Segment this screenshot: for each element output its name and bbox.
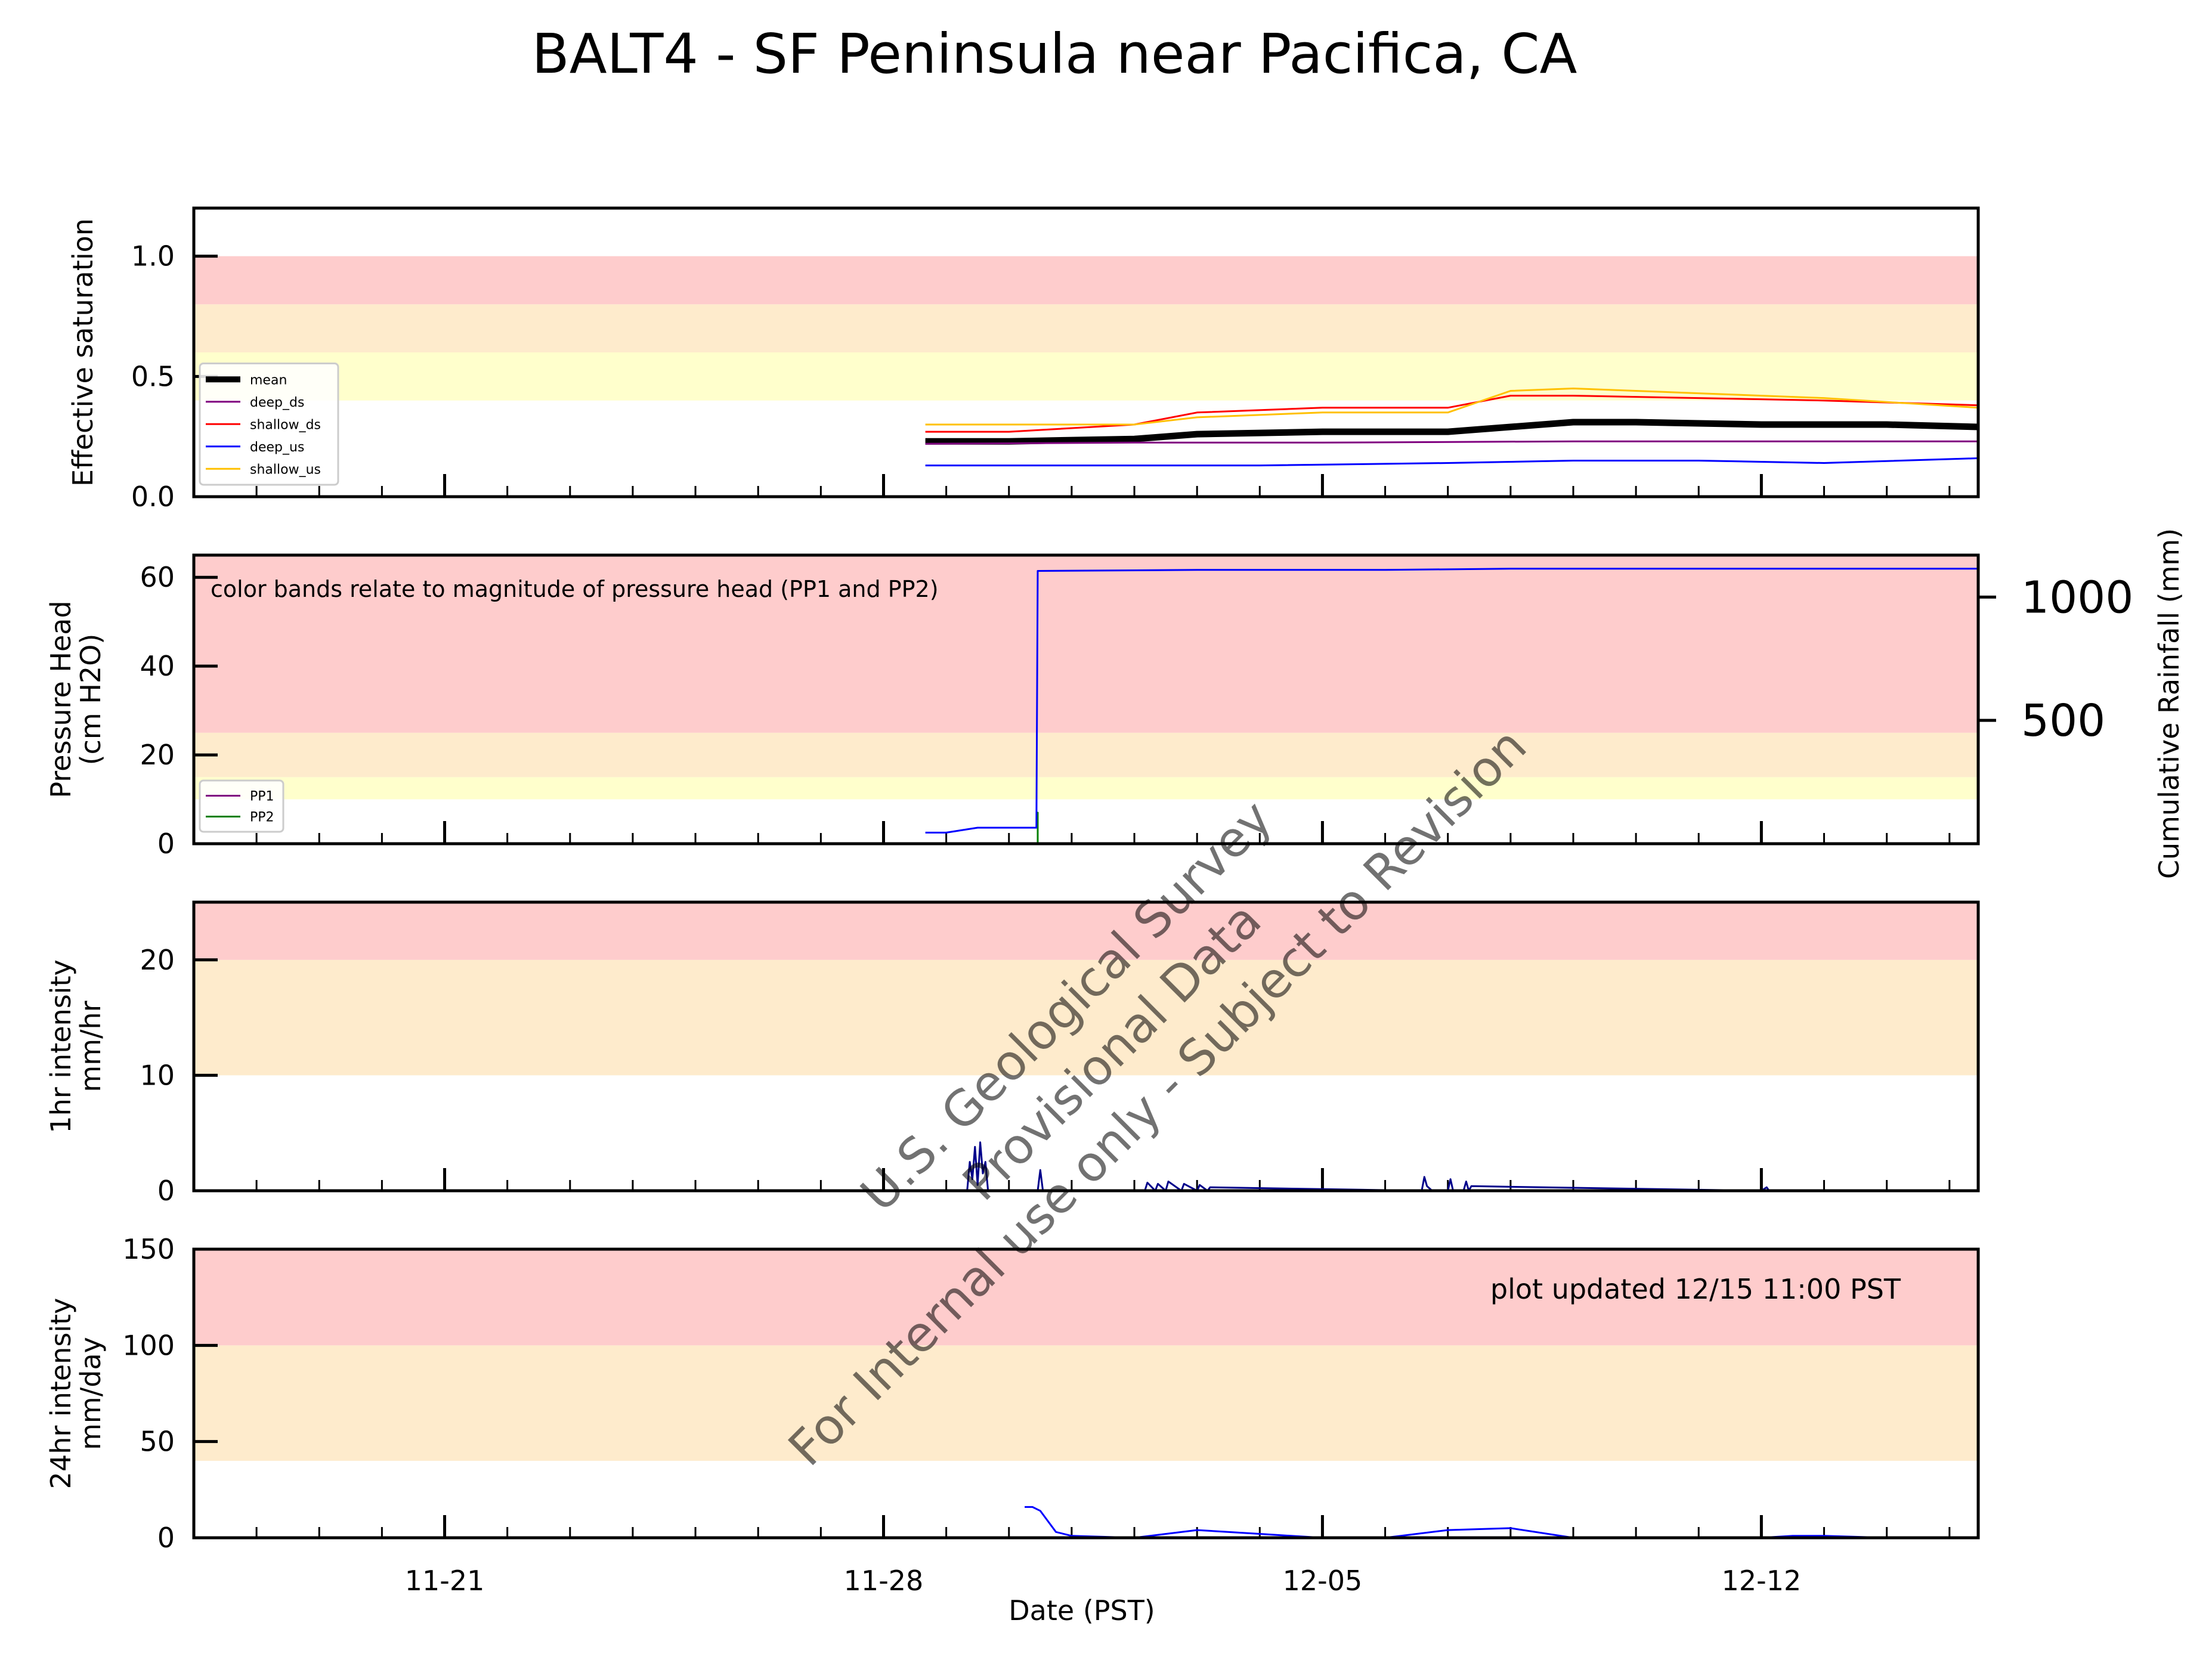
legend-box <box>199 363 339 486</box>
band-24hr-1 <box>194 1249 1978 1346</box>
panel-frame-24hr <box>192 1247 1980 1540</box>
y-tick-label-saturation: 1.0 <box>131 240 175 272</box>
band-pressure-2 <box>194 555 1978 733</box>
series-line-shallow-ds <box>925 395 1978 433</box>
y2-tick-label: 500 <box>2021 695 2105 747</box>
x-axis-label: Date (PST) <box>1008 1594 1155 1627</box>
y-tick-label-saturation: 0.5 <box>131 360 175 392</box>
x-tick-label: 12-05 <box>1283 1565 1363 1597</box>
legend-label-pp1: PP1 <box>250 789 274 804</box>
legend-saturation: mean deep_ds shallow_ds deep_us shallow_us <box>199 363 339 486</box>
panel-frame-pressure <box>192 553 1980 846</box>
series-line-deep-us <box>925 457 1978 467</box>
y-axis-label-1hr: mm/hr <box>75 1001 107 1092</box>
chart-title: BALT4 - SF Peninsula near Pacifica, CA <box>532 22 1577 86</box>
x-tick-label: 11-21 <box>405 1565 485 1597</box>
panel-saturation: 0.0 0.5 1.0 Effective saturation mean deep_ds… <box>67 206 1980 513</box>
legend-label-mean: mean <box>250 373 287 388</box>
legend-label-shallow_us: shallow_us <box>250 462 321 477</box>
y-tick-label-1hr: 0 <box>157 1175 175 1207</box>
series-line-deep-ds <box>925 440 1978 445</box>
y-tick-label-24hr: 0 <box>157 1522 175 1554</box>
y-tick-label-24hr: 100 <box>122 1329 175 1361</box>
y2-tick-label: 1000 <box>2021 572 2133 623</box>
series-line-cumulative-rainfall-mm- <box>925 568 1978 834</box>
band-saturation-1 <box>194 304 1978 352</box>
series-group-24hr <box>1025 1506 1978 1538</box>
y-axis-label-saturation: Effective saturation <box>67 218 99 487</box>
y-tick-label-1hr: 10 <box>140 1059 175 1091</box>
x-tick-label: 12-12 <box>1722 1565 1802 1597</box>
series-group-saturation <box>925 388 1978 467</box>
y-axis-label-pressure: Pressure Head <box>45 600 77 798</box>
band-1hr-0 <box>194 959 1978 1076</box>
series-line-1hr-intensity <box>966 1141 1770 1191</box>
y-tick-label-pressure: 20 <box>140 739 175 771</box>
legend-label-pp2: PP2 <box>250 810 274 825</box>
band-1hr-1 <box>194 902 1978 960</box>
y-axis-label-24hr: mm/day <box>75 1337 107 1450</box>
y-tick-label-1hr: 20 <box>140 944 175 976</box>
series-line-shallow-us <box>925 388 1978 426</box>
y-tick-label-24hr: 150 <box>122 1233 175 1265</box>
x-tick-label: 11-28 <box>844 1565 924 1597</box>
y-tick-label-pressure: 60 <box>140 561 175 593</box>
band-pressure-1 <box>194 732 1978 778</box>
y-axis-label-24hr: 24hr intensity <box>45 1298 77 1489</box>
y-tick-label-saturation: 0.0 <box>131 481 175 513</box>
series-group-1hr <box>966 1141 1770 1191</box>
band-24hr-0 <box>194 1345 1978 1461</box>
series-line-24hr-intensity <box>1025 1506 1978 1538</box>
legend-box <box>199 779 284 833</box>
y-tick-label-pressure: 40 <box>140 650 175 682</box>
chart-panels: 0.0 0.5 1.0 Effective saturation mean deep_ds… <box>45 206 2185 1597</box>
annotation-bands: color bands relate to magnitude of press… <box>211 576 939 602</box>
series-line-mean <box>925 419 1978 445</box>
band-saturation-2 <box>194 256 1978 305</box>
y-tick-label-pressure: 0 <box>157 828 175 860</box>
annotation-updated: plot updated 12/15 11:00 PST <box>1490 1273 1901 1305</box>
series-group-pressure <box>925 568 1978 844</box>
y2-axis-label: Cumulative Rainfall (mm) <box>2153 528 2185 879</box>
legend-label-deep_ds: deep_ds <box>250 395 304 410</box>
panel-frame-1hr <box>192 900 1980 1193</box>
y-axis-label-pressure: (cm H2O) <box>75 634 107 766</box>
y-tick-label-24hr: 50 <box>140 1426 175 1458</box>
panel-frame-saturation <box>192 206 1980 498</box>
y-axis-label-1hr: 1hr intensity <box>45 959 77 1133</box>
legend-label-shallow_ds: shallow_ds <box>250 417 321 432</box>
panel-pressure: 0 20 40 60 Pressure Head(cm H2O) 500 1000 Cumul… <box>45 528 2185 879</box>
legend-label-deep_us: deep_us <box>250 440 304 455</box>
band-pressure-0 <box>194 777 1978 800</box>
